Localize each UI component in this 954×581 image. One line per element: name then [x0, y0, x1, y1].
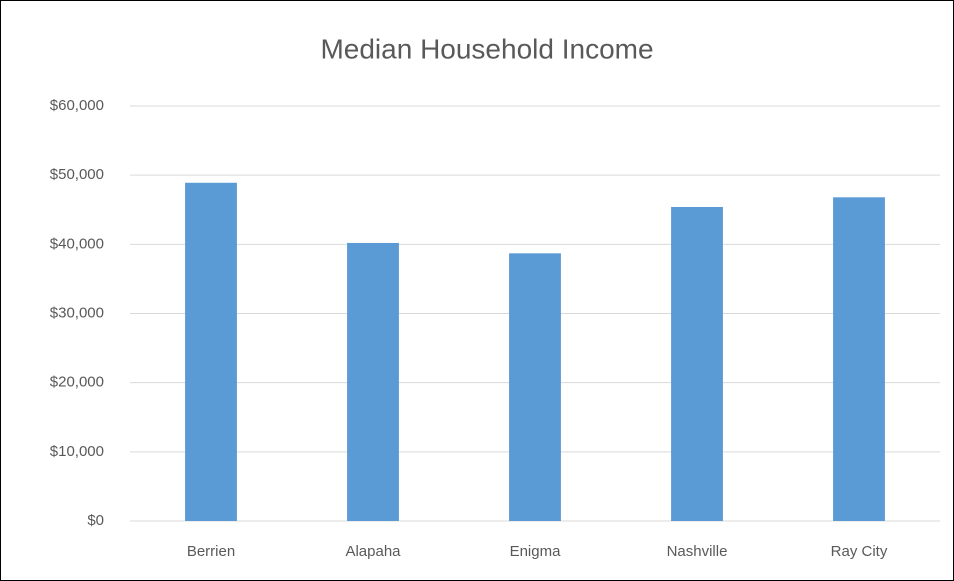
x-tick-label: Nashville: [667, 543, 728, 560]
bar: [347, 242, 399, 521]
y-tick-label: $20,000: [50, 374, 104, 391]
x-tick-label: Ray City: [831, 543, 888, 560]
y-tick-label: $30,000: [50, 304, 104, 321]
y-tick-label: $50,000: [50, 166, 104, 183]
y-tick-label: $10,000: [50, 443, 104, 460]
y-tick-label: $60,000: [50, 97, 104, 114]
bar: [509, 253, 561, 521]
x-tick-label: Enigma: [510, 543, 562, 560]
y-tick-label: $0: [87, 512, 104, 529]
x-tick-label: Berrien: [187, 543, 235, 560]
bar: [185, 182, 237, 521]
bar: [671, 206, 723, 521]
y-tick-label: $40,000: [50, 235, 104, 252]
x-tick-label: Alapaha: [345, 543, 401, 560]
bar: [833, 197, 885, 522]
chart-title: Median Household Income: [320, 33, 653, 64]
